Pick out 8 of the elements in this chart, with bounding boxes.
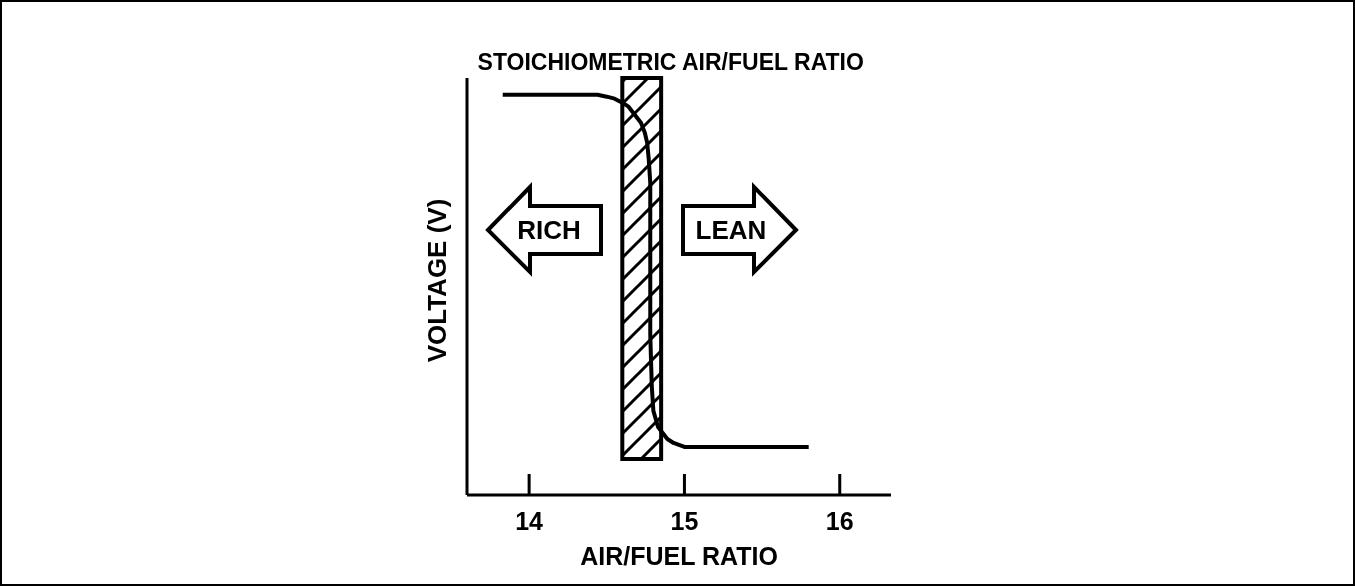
annotation: RICH bbox=[517, 215, 581, 245]
x-tick-label: 15 bbox=[670, 507, 699, 535]
x-tick-label: 16 bbox=[825, 507, 854, 535]
x-tick-label: 14 bbox=[515, 507, 544, 535]
y-axis-title: VOLTAGE (V) bbox=[422, 198, 452, 363]
x-axis-title: AIR/FUEL RATIO bbox=[580, 542, 778, 570]
annotation: LEAN bbox=[695, 215, 767, 245]
band-label: STOICHIOMETRIC AIR/FUEL RATIO bbox=[477, 49, 864, 75]
